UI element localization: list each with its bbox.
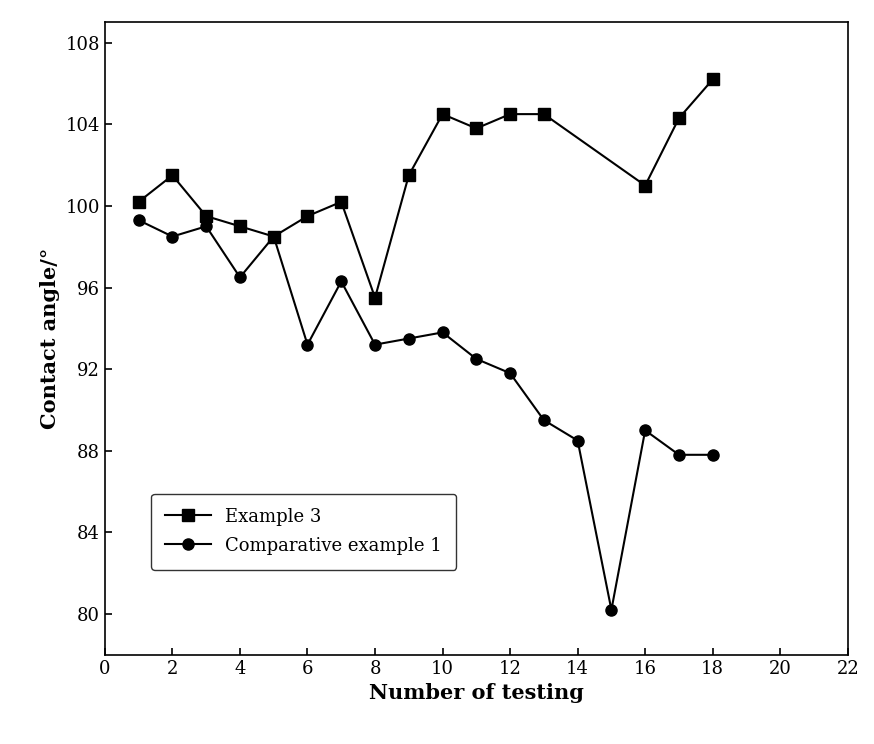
X-axis label: Number of testing: Number of testing	[369, 683, 584, 703]
Comparative example 1	[471, 354, 482, 363]
Comparative example 1	[235, 273, 246, 282]
Comparative example 1	[336, 277, 346, 286]
Legend: Example 3, Comparative example 1: Example 3, Comparative example 1	[151, 493, 456, 570]
Example 3	[437, 109, 447, 118]
Comparative example 1	[505, 369, 516, 378]
Comparative example 1	[707, 450, 718, 459]
Example 3	[302, 211, 313, 220]
Example 3	[134, 197, 144, 206]
Comparative example 1	[640, 426, 650, 434]
Example 3	[674, 114, 684, 123]
Y-axis label: Contact angle/°: Contact angle/°	[40, 248, 60, 429]
Example 3	[235, 222, 246, 231]
Example 3	[505, 109, 516, 118]
Comparative example 1	[572, 436, 583, 445]
Example 3	[538, 109, 549, 118]
Example 3	[268, 232, 279, 241]
Example 3	[201, 211, 212, 220]
Example 3	[707, 75, 718, 84]
Example 3	[404, 171, 414, 180]
Example 3	[471, 124, 482, 133]
Example 3	[640, 181, 650, 190]
Comparative example 1	[674, 450, 684, 459]
Example 3	[370, 293, 380, 302]
Line: Comparative example 1: Comparative example 1	[133, 215, 718, 615]
Comparative example 1	[268, 232, 279, 241]
Comparative example 1	[201, 222, 212, 231]
Example 3	[167, 171, 177, 180]
Example 3	[336, 197, 346, 206]
Line: Example 3: Example 3	[133, 74, 718, 304]
Comparative example 1	[607, 606, 617, 615]
Comparative example 1	[134, 216, 144, 225]
Comparative example 1	[167, 232, 177, 241]
Comparative example 1	[302, 340, 313, 349]
Comparative example 1	[437, 328, 447, 337]
Comparative example 1	[370, 340, 380, 349]
Comparative example 1	[538, 416, 549, 425]
Comparative example 1	[404, 334, 414, 343]
